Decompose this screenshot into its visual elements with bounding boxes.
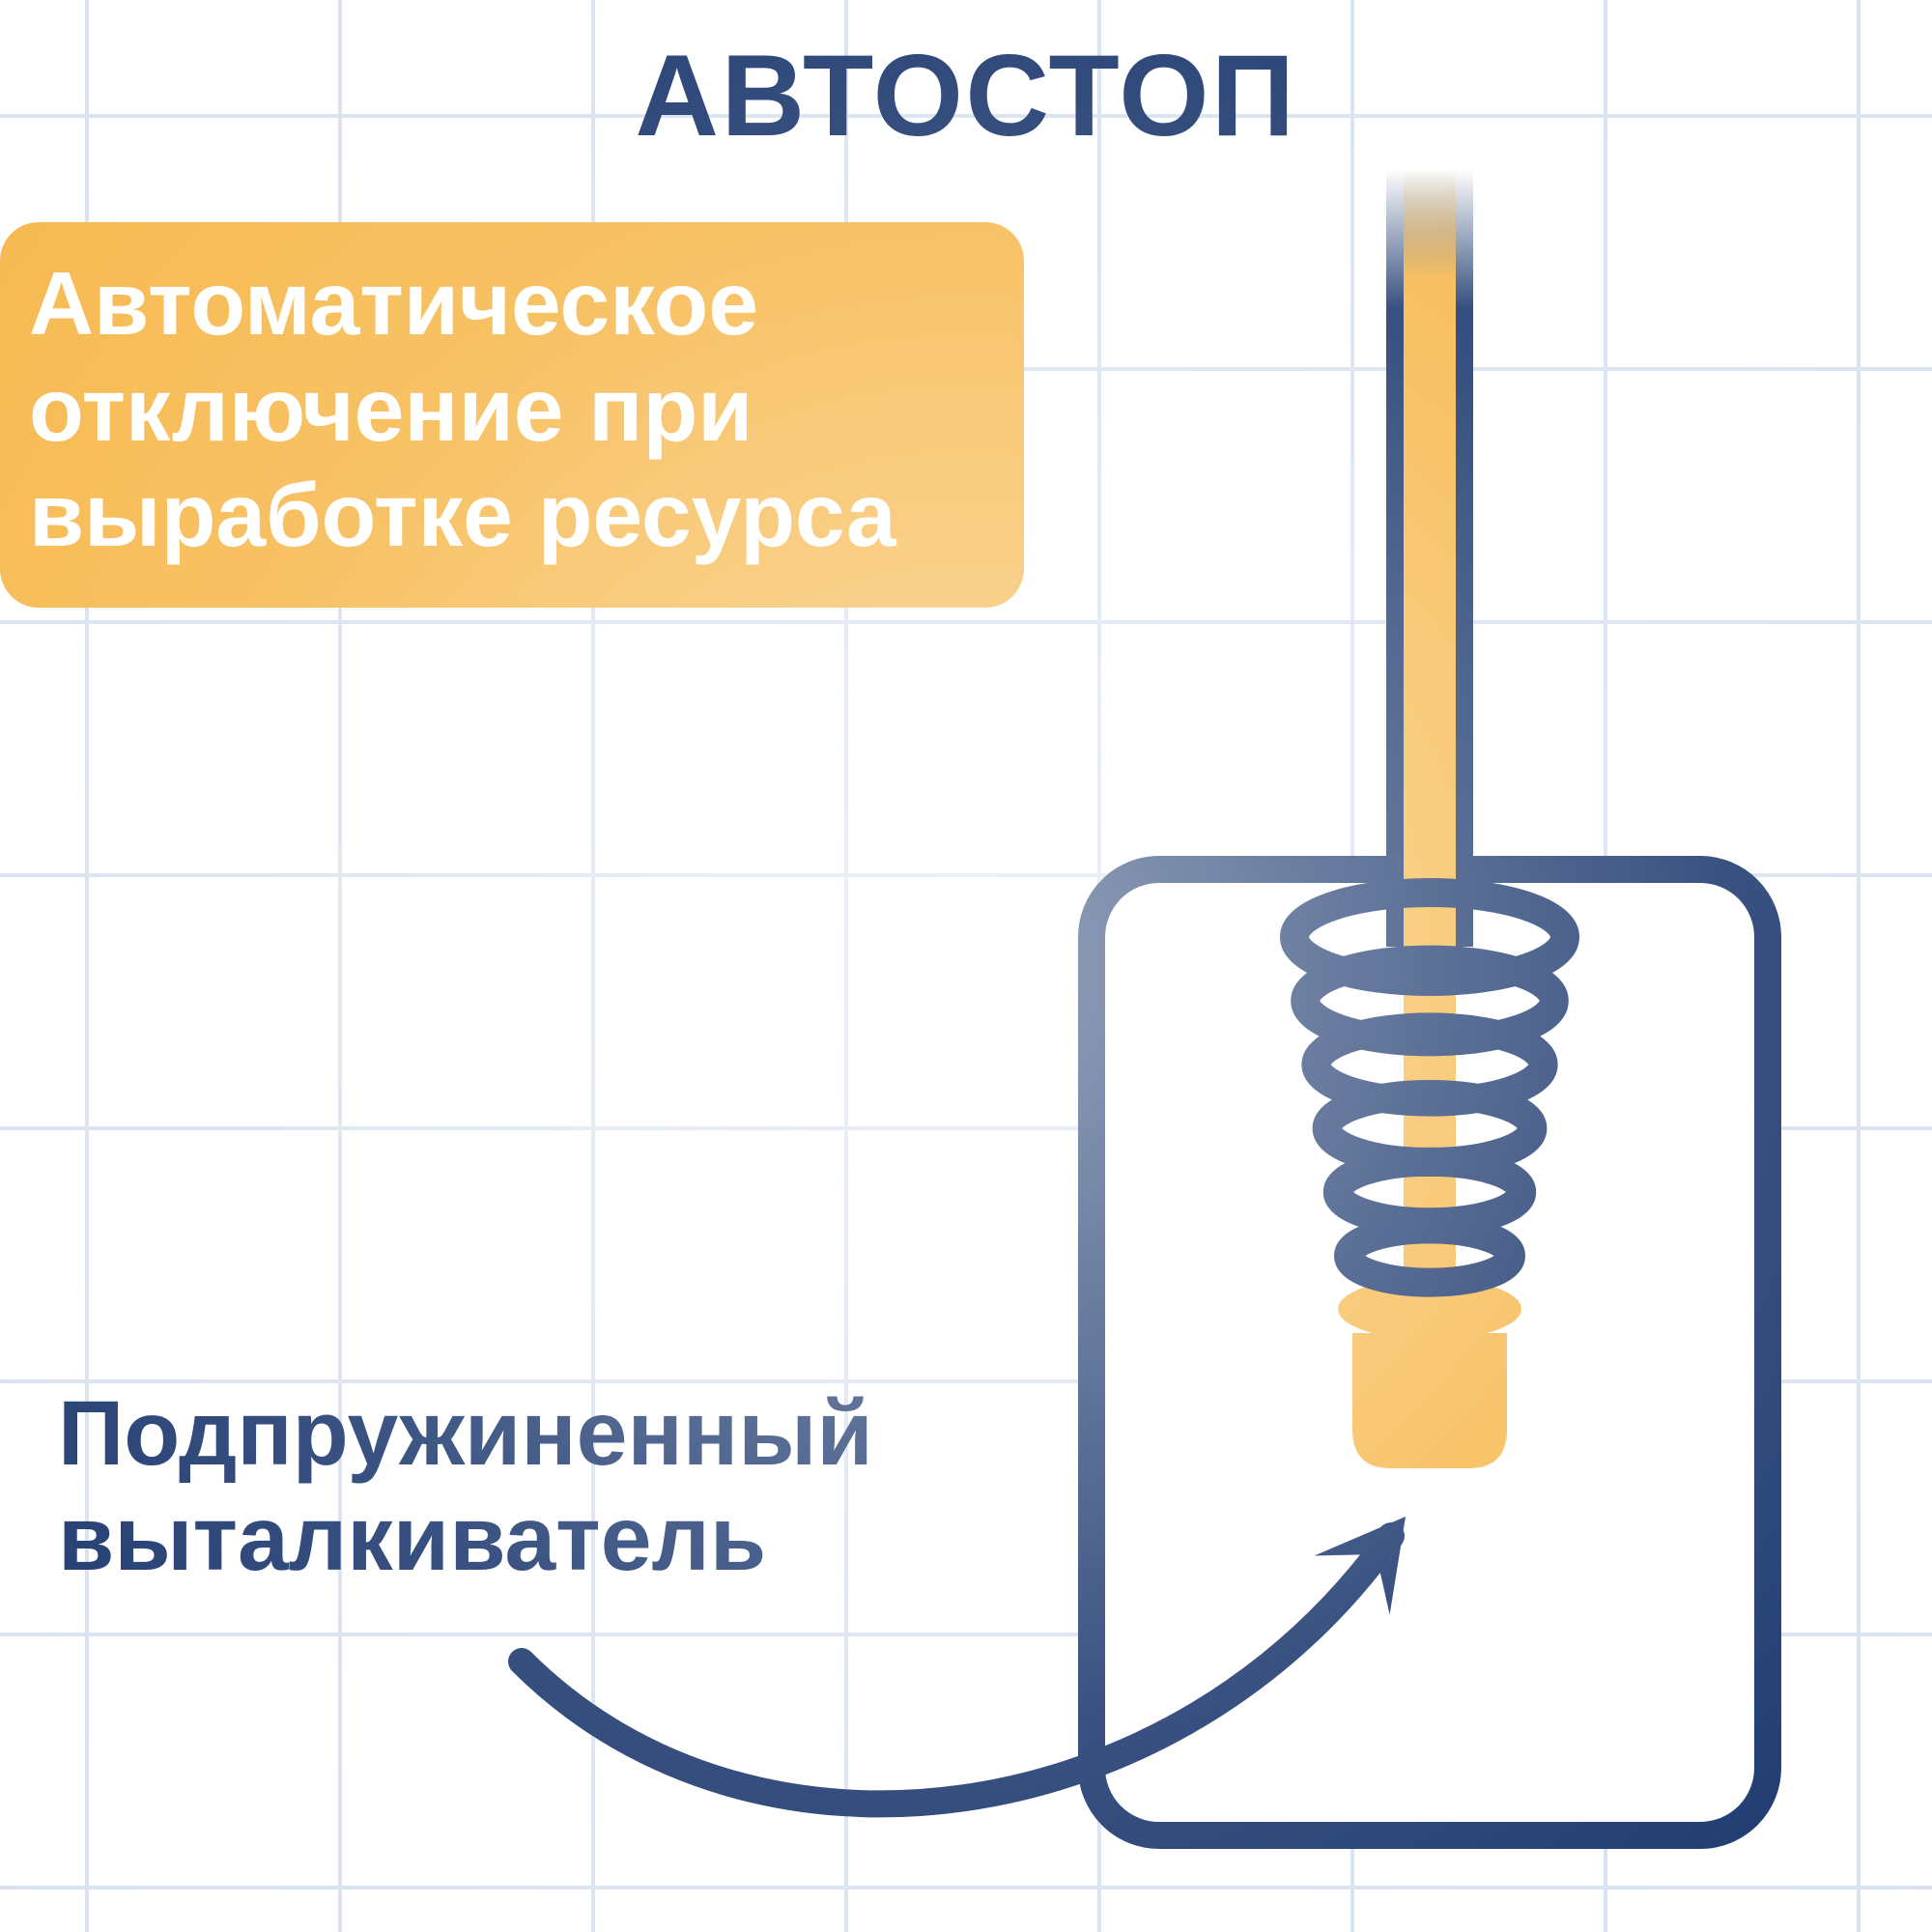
body-label-line-1: Подпружиненный bbox=[58, 1381, 873, 1487]
body-label: Подпружиненный выталкиватель bbox=[58, 1381, 873, 1593]
callout-box: Автоматическое отключение при выработке … bbox=[0, 222, 1024, 608]
callout-line-2: отключение при bbox=[29, 357, 976, 464]
page-title: АВТОСТОП bbox=[635, 29, 1296, 162]
callout-line-1: Автоматическое bbox=[29, 251, 976, 357]
body-label-line-2: выталкиватель bbox=[58, 1487, 873, 1592]
callout-line-3: выработке ресурса bbox=[29, 463, 976, 569]
